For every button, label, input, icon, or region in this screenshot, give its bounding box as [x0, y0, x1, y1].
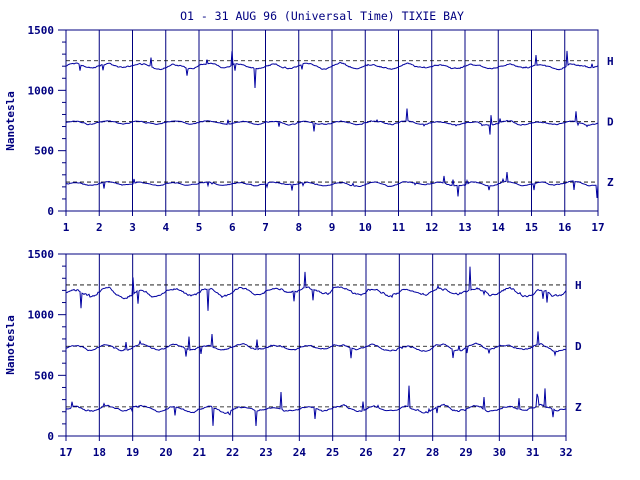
x-tick-label: 19 — [126, 446, 139, 459]
x-tick-label: 20 — [159, 446, 172, 459]
series-label-d: D — [607, 116, 614, 129]
x-tick-label: 28 — [426, 446, 439, 459]
x-tick-label: 14 — [492, 221, 506, 234]
panel-top-ylabel: Nanotesla — [4, 91, 17, 151]
trace-d — [65, 108, 599, 135]
trace-d — [65, 331, 566, 359]
x-tick-label: 31 — [526, 446, 540, 459]
series-label-z: Z — [575, 401, 582, 414]
series-label-d: D — [575, 340, 582, 353]
trace-z — [65, 171, 599, 198]
panel-bottom-traces — [65, 266, 567, 427]
x-tick-label: 16 — [558, 221, 572, 234]
x-tick-label: 13 — [458, 221, 471, 234]
x-tick-label: 29 — [459, 446, 472, 459]
x-tick-label: 2 — [96, 221, 103, 234]
x-tick-label: 5 — [196, 221, 203, 234]
x-tick-label: 18 — [93, 446, 106, 459]
x-tick-label: 9 — [329, 221, 336, 234]
trace-z — [65, 385, 567, 427]
x-tick-label: 25 — [326, 446, 339, 459]
panel-bottom-reference-lines — [66, 284, 566, 408]
x-tick-label: 11 — [392, 221, 406, 234]
y-tick-label: 1000 — [28, 309, 55, 322]
x-tick-label: 12 — [425, 221, 438, 234]
y-tick-label: 1500 — [28, 248, 55, 261]
x-tick-label: 15 — [525, 221, 538, 234]
trace-h — [65, 266, 567, 311]
x-tick-label: 30 — [493, 446, 506, 459]
x-tick-label: 10 — [359, 221, 372, 234]
x-tick-label: 8 — [295, 221, 302, 234]
y-tick-label: 0 — [47, 430, 54, 443]
x-tick-label: 22 — [226, 446, 239, 459]
series-label-h: H — [575, 279, 582, 292]
x-tick-label: 7 — [262, 221, 269, 234]
x-tick-label: 17 — [59, 446, 72, 459]
panel-top-traces — [65, 50, 599, 198]
x-tick-label: 17 — [591, 221, 604, 234]
series-label-h: H — [607, 55, 614, 68]
x-tick-label: 3 — [129, 221, 136, 234]
x-tick-label: 23 — [259, 446, 272, 459]
y-tick-label: 500 — [34, 145, 54, 158]
y-tick-label: 1500 — [28, 24, 55, 37]
panel-bottom-grid — [65, 253, 567, 437]
x-tick-label: 1 — [63, 221, 70, 234]
x-tick-label: 6 — [229, 221, 236, 234]
panel-bottom-ticks: 17 18 19 20 21 22 23 24 25 26 27 28 29 30 31 32 0 500 1000… — [28, 248, 573, 459]
plot-frame — [65, 253, 567, 437]
y-tick-label: 1000 — [28, 84, 55, 97]
trace-h — [65, 50, 599, 89]
y-tick-label: 500 — [34, 369, 54, 382]
panel-bottom-ylabel: Nanotesla — [4, 315, 17, 375]
panel-top-labels: H D Z — [607, 55, 614, 189]
x-tick-label: 26 — [359, 446, 373, 459]
x-tick-label: 32 — [559, 446, 572, 459]
x-tick-label: 24 — [293, 446, 307, 459]
x-tick-label: 4 — [162, 221, 169, 234]
x-tick-label: 21 — [193, 446, 207, 459]
panel-bottom: 17 18 19 20 21 22 23 24 25 26 27 28 29 30 31 32 0 500 1000… — [4, 248, 582, 459]
y-tick-label: 0 — [47, 205, 54, 218]
x-tick-label: 27 — [393, 446, 406, 459]
series-label-z: Z — [607, 176, 614, 189]
panel-bottom-labels: H D Z — [575, 279, 582, 414]
chart-title: O1 - 31 AUG 96 (Universal Time) TIXIE BA… — [180, 9, 464, 23]
